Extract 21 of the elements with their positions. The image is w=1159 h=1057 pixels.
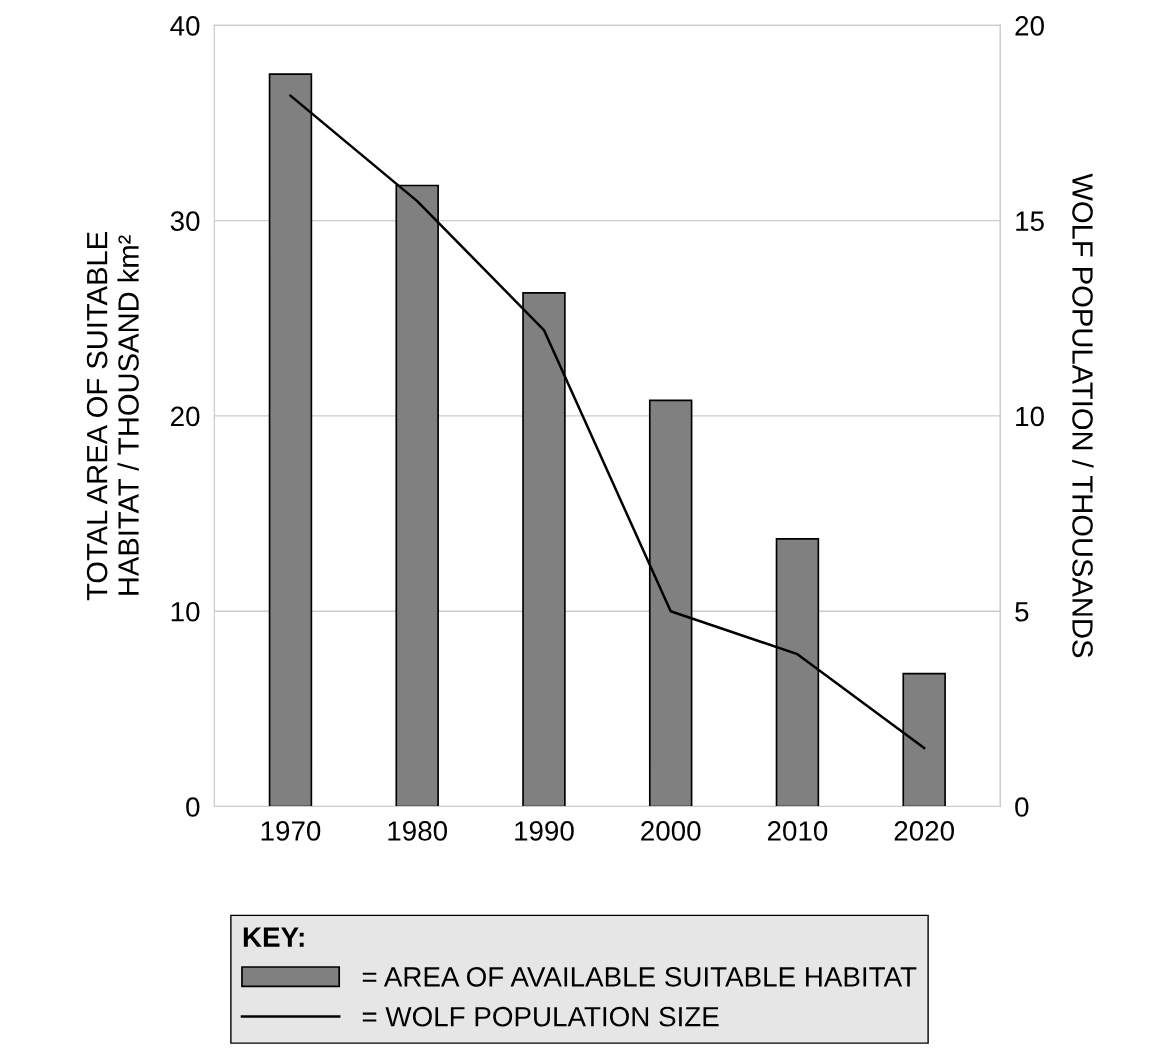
y2-tick-label: 5 xyxy=(1015,602,1029,622)
x-tick-label: 2010 xyxy=(767,821,828,841)
y-tick-label: 0 xyxy=(186,797,200,817)
x-tick-label: 1970 xyxy=(261,821,321,841)
legend-label: = AREA OF AVAILABLE SUITABLE HABITAT xyxy=(362,967,917,987)
y-tick-label: 30 xyxy=(170,211,200,231)
y-tick-label: 40 xyxy=(170,16,200,36)
legend-title: KEY: xyxy=(243,927,304,947)
y-axis-title: TOTAL AREA OF SUITABLE HABITAT / THOUSAND km² xyxy=(86,232,139,601)
y2-axis-title: WOLF POPULATION / THOUSANDS xyxy=(1072,173,1094,658)
x-tick-label: 1980 xyxy=(388,821,448,841)
y-tick-label: 10 xyxy=(171,601,200,622)
y2-tick-label: 15 xyxy=(1016,211,1044,231)
y2-tick-label: 20 xyxy=(1015,16,1044,36)
y-tick-label: 20 xyxy=(171,406,200,427)
y2-tick-label: 10 xyxy=(1016,406,1044,427)
x-tick-label: 2000 xyxy=(641,821,701,841)
y2-tick-label: 0 xyxy=(1015,797,1029,817)
x-tick-label: 1990 xyxy=(515,821,574,841)
legend-label: = WOLF POPULATION SIZE xyxy=(362,1006,719,1027)
x-tick-label: 2020 xyxy=(894,821,954,841)
